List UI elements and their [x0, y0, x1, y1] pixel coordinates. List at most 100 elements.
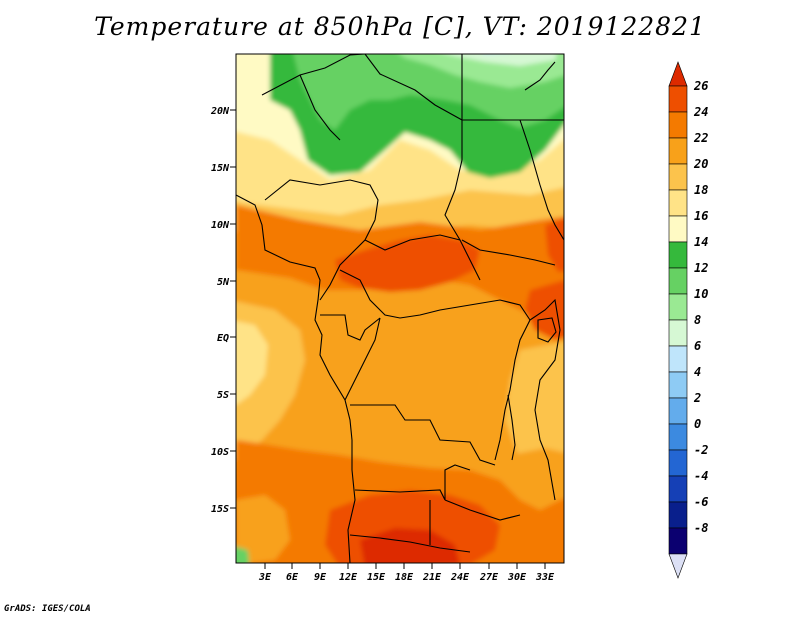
- lat-label-15n: 15N: [211, 163, 230, 174]
- country-boundaries: [236, 54, 564, 563]
- colorbar-cell: [668, 241, 688, 269]
- cb-label-2: 2: [693, 391, 701, 405]
- lat-label-15s: 15S: [211, 504, 229, 515]
- border-algeria-niger: [299, 74, 341, 141]
- lon-label-18e: 18E: [395, 572, 414, 583]
- cb-label-neg2: -2: [694, 443, 708, 457]
- cb-label-22: 22: [693, 131, 708, 145]
- field-16-west: [236, 321, 268, 405]
- border-niger-nigeria: [264, 179, 379, 221]
- lat-label-5n: 5N: [217, 277, 230, 288]
- longitude-labels: 3E 6E 9E 12E 15E 18E 21E 24E 27E 30E 33E: [258, 572, 555, 583]
- red-sea-coast: [524, 61, 556, 91]
- cb-label-0: 0: [694, 417, 701, 431]
- border-east-lakes: [529, 298, 561, 501]
- field-24-car: [335, 235, 480, 292]
- colorbar-cell: [668, 189, 688, 217]
- colorbar-cell: [668, 137, 688, 165]
- border-sudan-ss: [461, 239, 556, 266]
- cb-label-4: 4: [694, 365, 701, 379]
- colorbar-cell: [668, 397, 688, 425]
- colorbar-cell: [668, 371, 688, 399]
- cb-label-14: 14: [694, 235, 708, 249]
- cb-label-18: 18: [694, 183, 708, 197]
- map-frame: [235, 53, 565, 564]
- border-drc-east: [494, 319, 531, 461]
- colorbar-cell: [668, 345, 688, 373]
- lon-label-27e: 27E: [479, 572, 499, 583]
- lon-label-12e: 12E: [339, 572, 358, 583]
- lat-label-5s: 5S: [217, 390, 229, 401]
- colorbar: 26 24 22 20 18 16 14 12 10 8 6 4 2 0 -2 …: [668, 61, 708, 579]
- longitude-axis: [264, 563, 546, 569]
- cb-label-20: 20: [693, 157, 708, 171]
- border-angola-zambia: [444, 464, 471, 500]
- lat-label-20n: 20N: [210, 106, 230, 117]
- border-cameroon-car: [339, 269, 531, 321]
- border-zambia-south: [444, 499, 521, 521]
- lake-tanganyika: [507, 394, 516, 461]
- cb-label-12: 12: [694, 261, 708, 275]
- cb-label-16: 16: [694, 209, 708, 223]
- lon-label-30e: 30E: [507, 572, 527, 583]
- lon-label-21e: 21E: [422, 572, 442, 583]
- border-car-north: [364, 234, 461, 251]
- field-20-se: [510, 448, 564, 498]
- colorbar-cell: [668, 215, 688, 243]
- cb-label-neg6: -6: [694, 495, 708, 509]
- latitude-axis: [230, 109, 236, 509]
- border-angola-south: [354, 489, 446, 501]
- cb-label-6: 6: [694, 339, 701, 353]
- colorbar-cell: [668, 501, 688, 529]
- border-libya: [364, 54, 463, 160]
- field-6-north: [446, 54, 557, 66]
- colorbar-cell: [668, 527, 688, 555]
- colorbar-cells: [668, 61, 688, 579]
- border-congo-drc: [344, 317, 381, 401]
- lon-label-9e: 9E: [314, 572, 327, 583]
- colorbar-labels: 26 24 22 20 18 16 14 12 10 8 6 4 2 0 -2 …: [693, 79, 708, 535]
- cb-label-24: 24: [693, 105, 708, 119]
- lake-victoria: [537, 317, 557, 343]
- colorbar-arrow-bottom: [668, 553, 688, 579]
- colorbar-cell: [668, 423, 688, 451]
- lon-label-6e: 6E: [286, 572, 299, 583]
- lat-label-10n: 10N: [211, 220, 230, 231]
- lon-label-15e: 15E: [367, 572, 386, 583]
- cb-label-26: 26: [693, 79, 708, 93]
- lat-label-10s: 10S: [211, 447, 229, 458]
- lon-label-3e: 3E: [258, 572, 272, 583]
- colorbar-cell: [668, 85, 688, 113]
- lon-label-24e: 24E: [450, 572, 470, 583]
- field-18-east: [505, 342, 564, 480]
- grads-credit: GrADS: IGES/COLA: [4, 604, 91, 614]
- field-14-sw: [236, 546, 250, 563]
- lat-label-eq: EQ: [217, 333, 229, 344]
- cb-label-8: 8: [694, 313, 701, 327]
- colorbar-cell: [668, 319, 688, 347]
- lon-label-33e: 33E: [535, 572, 555, 583]
- field-20-sw: [236, 495, 290, 563]
- cb-label-neg4: -4: [694, 469, 708, 483]
- cb-label-10: 10: [694, 287, 708, 301]
- field-26-south: [360, 528, 460, 563]
- colorbar-arrow-top: [668, 61, 688, 87]
- colorbar-cell: [668, 293, 688, 321]
- latitude-labels: 20N 15N 10N 5N EQ 5S 10S 15S: [210, 106, 230, 515]
- border-chad-sudan: [444, 159, 481, 281]
- colorbar-cell: [668, 163, 688, 191]
- border-north-west: [261, 54, 366, 96]
- field-4-north: [470, 40, 520, 54]
- border-drc-angola: [350, 404, 496, 466]
- map-title: Temperature at 850hPa [C], VT: 201912282…: [94, 12, 706, 41]
- border-ne: [519, 119, 564, 241]
- colorbar-cell: [668, 475, 688, 503]
- colorbar-cell: [668, 449, 688, 477]
- border-chad-cameroon: [319, 219, 376, 301]
- colorbar-cell: [668, 111, 688, 139]
- coastline-west: [236, 194, 356, 563]
- border-gabon-congo: [320, 314, 381, 341]
- colorbar-cell: [668, 267, 688, 295]
- border-south: [349, 534, 471, 553]
